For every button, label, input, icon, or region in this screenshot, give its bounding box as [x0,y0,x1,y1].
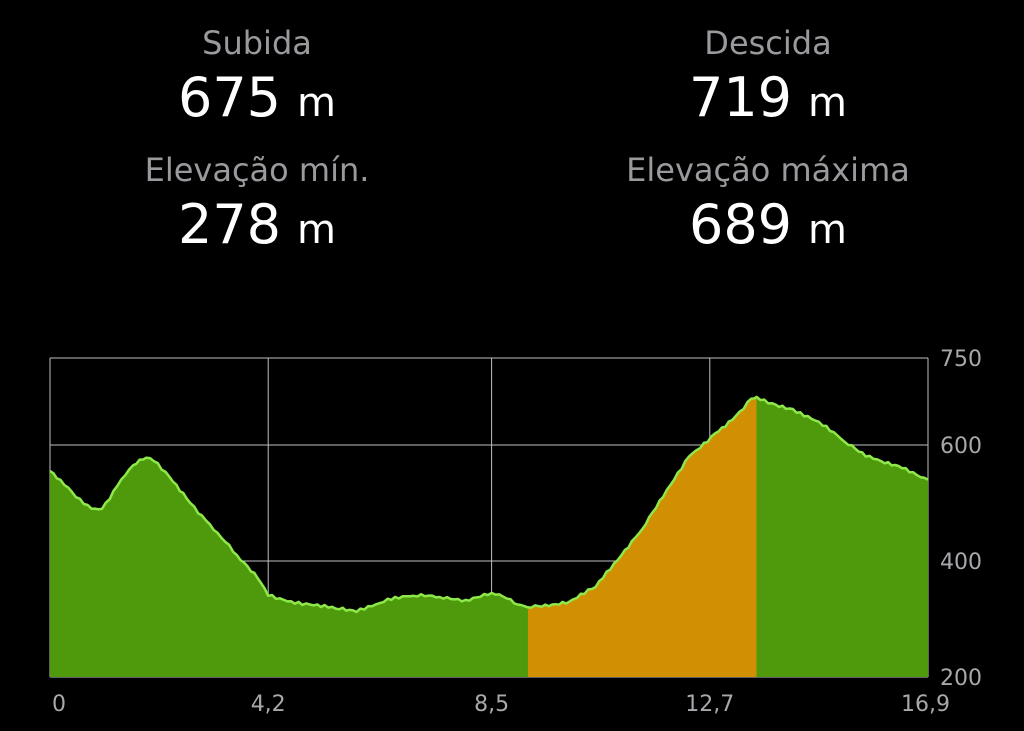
max-elevation-label: Elevação máxima [626,151,910,189]
chart-area [49,395,929,677]
y-tick-label: 200 [940,666,982,691]
x-tick-label: 4,2 [251,692,286,717]
elevation-area [50,396,928,677]
x-tick-label: 8,5 [474,692,509,717]
y-tick-label: 400 [940,550,982,575]
ascent-value: 675 [177,66,282,129]
descent-label: Descida [704,24,832,62]
ascent-value-row: 675 m [47,71,467,125]
min-elevation-value-row: 278 m [47,198,467,252]
x-tick-label: 16,9 [901,692,950,717]
min-elevation-value: 278 [177,193,282,256]
highlighted-segment [527,396,757,677]
max-elevation-value-row: 689 m [558,198,978,252]
min-elevation-unit: m [297,207,337,253]
x-tick-label: 0 [52,692,66,717]
x-tick-label: 12,7 [685,692,734,717]
max-elevation-value: 689 [688,193,793,256]
min-elevation-label: Elevação mín. [144,151,370,189]
y-tick-label: 750 [940,347,982,372]
max-elevation-stat: Elevação máxima 689 m [558,154,978,252]
y-tick-label: 600 [940,434,982,459]
ascent-stat: Subida 675 m [47,27,467,125]
descent-unit: m [808,80,848,126]
max-elevation-unit: m [808,207,848,253]
min-elevation-stat: Elevação mín. 278 m [47,154,467,252]
elevation-line [49,395,929,614]
descent-value: 719 [688,66,793,129]
descent-stat: Descida 719 m [558,27,978,125]
ascent-unit: m [297,80,337,126]
descent-value-row: 719 m [558,71,978,125]
ascent-label: Subida [202,24,312,62]
